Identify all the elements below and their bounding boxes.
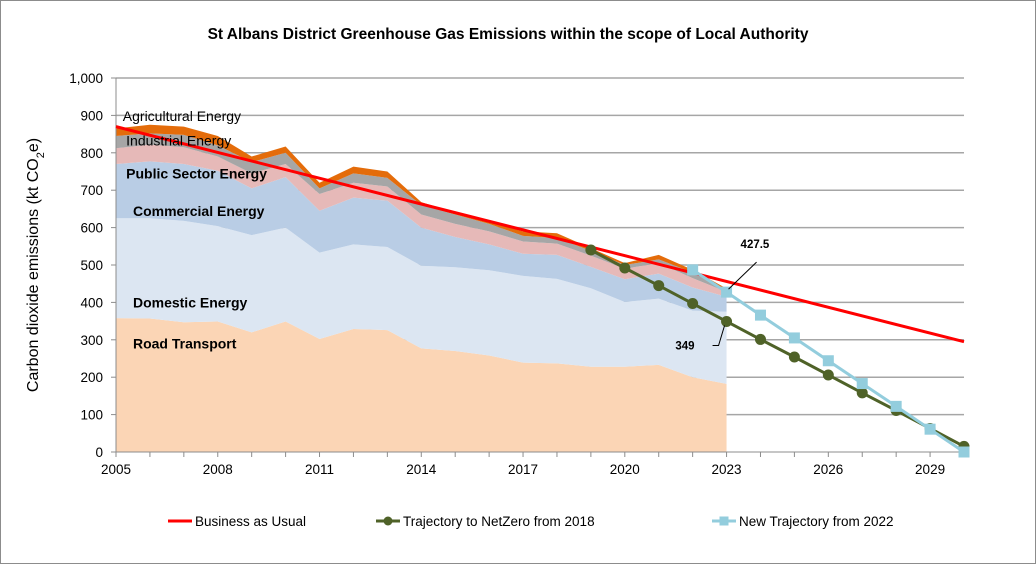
annotation-label: 349: [675, 340, 694, 352]
legend: Business as Usual Trajectory to NetZero f…: [168, 514, 894, 529]
x-tick-label: 2005: [101, 462, 131, 477]
line-series: [115, 125, 970, 458]
x-tick-label: 2029: [915, 462, 945, 477]
point-marker: [721, 315, 733, 327]
y-tick-label: 200: [80, 370, 103, 385]
y-tick-label: 700: [80, 183, 103, 198]
y-tick-label: 900: [80, 108, 103, 123]
annotation-leader: [728, 261, 757, 290]
point-marker: [788, 332, 800, 344]
x-tick-label: 2023: [712, 462, 742, 477]
legend-marker: [719, 516, 729, 526]
point-marker: [619, 262, 631, 274]
point-marker: [890, 400, 902, 412]
point-marker: [958, 446, 970, 458]
point-marker: [754, 333, 766, 345]
x-tick-label: 2020: [610, 462, 640, 477]
annotation-leader: [712, 325, 726, 346]
y-tick-label: 600: [80, 221, 103, 236]
y-tick-label: 800: [80, 146, 103, 161]
area-commercial-energy: [116, 161, 727, 312]
y-tick-label: 500: [80, 258, 103, 273]
series-label-industrial-energy: Industrial Energy: [126, 132, 231, 148]
series-labels: Domestic Energy Road Transport Commercial …: [123, 108, 267, 351]
point-marker: [822, 355, 834, 367]
y-tick-label: 400: [80, 295, 103, 310]
point-marker: [653, 280, 665, 292]
point-marker: [856, 378, 868, 390]
y-tick-label: 1,000: [69, 71, 103, 86]
x-tick-label: 2011: [305, 462, 334, 477]
area-industrial-energy: [116, 133, 727, 292]
point-marker: [822, 369, 834, 381]
point-marker: [924, 423, 936, 435]
point-marker: [788, 351, 800, 363]
y-tick-label: 300: [80, 333, 103, 348]
y-tick-label: 0: [95, 445, 103, 460]
annotations: 427.5 349: [675, 239, 770, 352]
series-label-domestic-energy: Domestic Energy: [133, 294, 248, 310]
line-business-as-usual: [115, 125, 965, 344]
legend-entry: Trajectory to NetZero from 2018: [403, 514, 595, 529]
x-tick-label: 2008: [203, 462, 233, 477]
legend-marker: [383, 516, 393, 526]
area-public-sector-energy: [116, 144, 727, 297]
x-tick-label: 2026: [813, 462, 843, 477]
point-marker: [856, 387, 868, 399]
series-label-public-sector-energy: Public Sector Energy: [126, 165, 267, 181]
point-marker: [687, 264, 699, 276]
legend-entry: Business as Usual: [195, 514, 306, 529]
point-marker: [585, 244, 597, 256]
axes: 0 100 200 300 400 500 600 700 800 900 1,000 2005 200…: [69, 71, 965, 477]
point-marker: [754, 309, 766, 321]
y-axis-label: Carbon dioxide emissions (kt CO2e): [25, 138, 47, 392]
y-tick-label: 100: [80, 408, 103, 423]
x-tick-label: 2014: [406, 462, 437, 477]
area-road-transport: [116, 218, 727, 384]
x-tick-label: 2017: [508, 462, 538, 477]
chart-title: St Albans District Greenhouse Gas Emissi…: [208, 26, 809, 43]
area-domestic-energy: [116, 318, 727, 452]
point-marker: [721, 286, 733, 298]
series-label-agricultural-energy: Agricultural Energy: [123, 108, 241, 124]
line-trajectory-to-netzero-from-2018: [590, 248, 965, 448]
series-label-road-transport: Road Transport: [133, 336, 237, 352]
stacked-areas: [116, 124, 727, 452]
point-marker: [687, 298, 699, 310]
annotation-label: 427.5: [741, 239, 770, 251]
series-label-commercial-energy: Commercial Energy: [133, 203, 265, 219]
legend-entry: New Trajectory from 2022: [739, 514, 894, 529]
